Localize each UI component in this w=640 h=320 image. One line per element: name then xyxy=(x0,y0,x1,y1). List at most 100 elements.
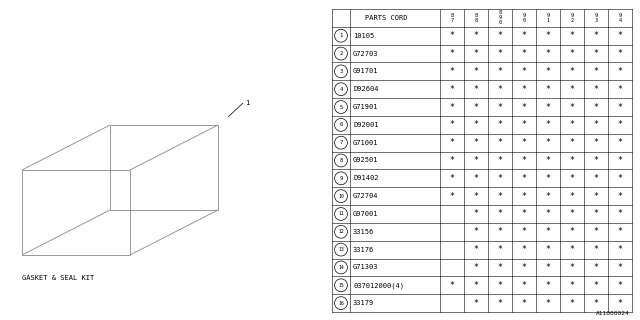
Text: *: * xyxy=(497,156,502,165)
Text: GASKET & SEAL KIT: GASKET & SEAL KIT xyxy=(22,275,94,281)
Text: *: * xyxy=(497,245,502,254)
Text: *: * xyxy=(618,263,623,272)
Text: *: * xyxy=(545,299,550,308)
Text: *: * xyxy=(570,227,575,236)
Text: *: * xyxy=(593,85,598,94)
Text: *: * xyxy=(522,31,527,40)
Text: *: * xyxy=(545,263,550,272)
Text: *: * xyxy=(474,120,479,129)
Text: *: * xyxy=(474,156,479,165)
Text: *: * xyxy=(474,263,479,272)
Text: 5: 5 xyxy=(339,105,342,109)
Text: *: * xyxy=(545,174,550,183)
Text: PARTS CORD: PARTS CORD xyxy=(365,15,407,21)
Text: *: * xyxy=(593,227,598,236)
Text: G71901: G71901 xyxy=(353,104,378,110)
Text: *: * xyxy=(570,85,575,94)
Text: *: * xyxy=(618,120,623,129)
Text: D92001: D92001 xyxy=(353,122,378,128)
Text: 9
1: 9 1 xyxy=(547,13,550,23)
Text: G72704: G72704 xyxy=(353,193,378,199)
Text: *: * xyxy=(449,174,454,183)
Text: *: * xyxy=(570,245,575,254)
Text: *: * xyxy=(474,210,479,219)
Text: *: * xyxy=(618,192,623,201)
Text: *: * xyxy=(545,210,550,219)
Text: *: * xyxy=(570,120,575,129)
Text: *: * xyxy=(474,102,479,112)
Text: *: * xyxy=(618,281,623,290)
Text: *: * xyxy=(497,210,502,219)
Text: *: * xyxy=(522,210,527,219)
Text: *: * xyxy=(545,49,550,58)
Text: 15: 15 xyxy=(338,283,344,288)
Text: *: * xyxy=(522,174,527,183)
Text: *: * xyxy=(618,49,623,58)
Text: 3: 3 xyxy=(339,69,342,74)
Text: 8: 8 xyxy=(339,158,342,163)
Text: *: * xyxy=(449,156,454,165)
Text: *: * xyxy=(593,174,598,183)
Text: *: * xyxy=(522,299,527,308)
Text: *: * xyxy=(618,299,623,308)
Text: 8
8: 8 8 xyxy=(474,13,477,23)
Text: *: * xyxy=(449,120,454,129)
Text: *: * xyxy=(570,49,575,58)
Text: *: * xyxy=(593,138,598,147)
Text: 9
2: 9 2 xyxy=(570,13,573,23)
Text: 9
4: 9 4 xyxy=(618,13,621,23)
Text: *: * xyxy=(522,245,527,254)
Text: 7: 7 xyxy=(339,140,342,145)
Text: *: * xyxy=(497,85,502,94)
Text: *: * xyxy=(618,227,623,236)
Text: *: * xyxy=(593,31,598,40)
Text: *: * xyxy=(449,49,454,58)
Text: D92604: D92604 xyxy=(353,86,378,92)
Text: *: * xyxy=(570,102,575,112)
Text: *: * xyxy=(545,120,550,129)
Text: *: * xyxy=(545,67,550,76)
Text: *: * xyxy=(497,299,502,308)
Text: *: * xyxy=(474,281,479,290)
Text: *: * xyxy=(545,192,550,201)
Text: *: * xyxy=(593,210,598,219)
Text: *: * xyxy=(474,138,479,147)
Text: *: * xyxy=(545,281,550,290)
Text: *: * xyxy=(545,245,550,254)
Text: *: * xyxy=(474,49,479,58)
Text: *: * xyxy=(618,102,623,112)
Text: *: * xyxy=(522,192,527,201)
Text: G97001: G97001 xyxy=(353,211,378,217)
Text: *: * xyxy=(593,192,598,201)
Text: *: * xyxy=(618,67,623,76)
Text: *: * xyxy=(474,85,479,94)
Text: 10105: 10105 xyxy=(353,33,374,39)
Text: *: * xyxy=(474,192,479,201)
Text: *: * xyxy=(522,120,527,129)
Text: *: * xyxy=(522,102,527,112)
Text: *: * xyxy=(449,102,454,112)
Text: *: * xyxy=(522,138,527,147)
Text: *: * xyxy=(449,85,454,94)
Text: *: * xyxy=(570,192,575,201)
Text: *: * xyxy=(497,138,502,147)
Text: 037012000(4): 037012000(4) xyxy=(353,282,404,289)
Text: *: * xyxy=(545,85,550,94)
Text: 8
7: 8 7 xyxy=(451,13,454,23)
Text: *: * xyxy=(497,174,502,183)
Text: *: * xyxy=(522,85,527,94)
Text: *: * xyxy=(570,156,575,165)
Text: 33176: 33176 xyxy=(353,247,374,252)
Text: G72703: G72703 xyxy=(353,51,378,57)
Text: *: * xyxy=(497,102,502,112)
Text: *: * xyxy=(522,263,527,272)
Text: *: * xyxy=(618,156,623,165)
Text: *: * xyxy=(593,67,598,76)
Text: *: * xyxy=(593,299,598,308)
Text: *: * xyxy=(593,281,598,290)
Text: *: * xyxy=(545,227,550,236)
Text: *: * xyxy=(474,67,479,76)
Text: *: * xyxy=(497,263,502,272)
Text: *: * xyxy=(618,245,623,254)
Text: *: * xyxy=(474,227,479,236)
